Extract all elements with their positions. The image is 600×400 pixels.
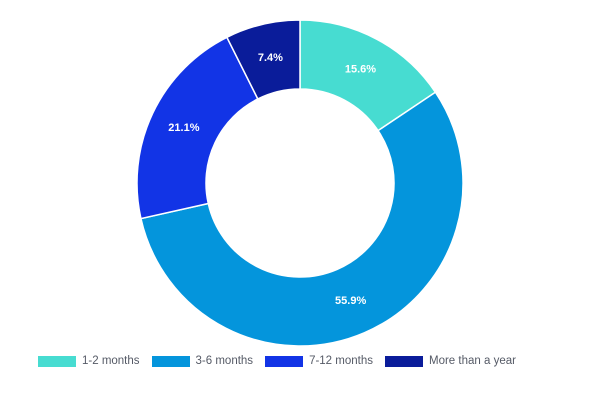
slice-value-label: 55.9% xyxy=(335,295,366,307)
legend-swatch xyxy=(385,355,423,367)
legend-label: 1-2 months xyxy=(82,355,140,367)
slice-value-label: 7.4% xyxy=(258,52,283,64)
legend-label: 7-12 months xyxy=(309,355,373,367)
donut-slice-labels: 15.6% 55.9% 21.1% 7.4% xyxy=(168,52,376,307)
legend-item: 1-2 months xyxy=(38,355,140,367)
legend-item: More than a year xyxy=(385,355,516,367)
donut-slice-more-than-a-year xyxy=(225,19,301,100)
donut-slices xyxy=(136,19,464,347)
slice-value-label: 21.1% xyxy=(168,122,199,134)
legend-label: 3-6 months xyxy=(195,355,254,367)
slice-value-label: 15.6% xyxy=(345,64,376,76)
legend-item: 7-12 months xyxy=(265,355,373,367)
legend-swatch xyxy=(38,355,76,367)
legend-item: 3-6 months xyxy=(151,355,254,367)
donut-slice-7-12-months xyxy=(136,36,259,220)
donut-slice-3-6-months xyxy=(140,91,464,347)
legend-swatch xyxy=(265,355,304,367)
legend-label: More than a year xyxy=(429,355,516,367)
legend-swatch xyxy=(151,355,190,367)
chart-legend: 1-2 months 3-6 months 7-12 months More than… xyxy=(38,355,528,367)
